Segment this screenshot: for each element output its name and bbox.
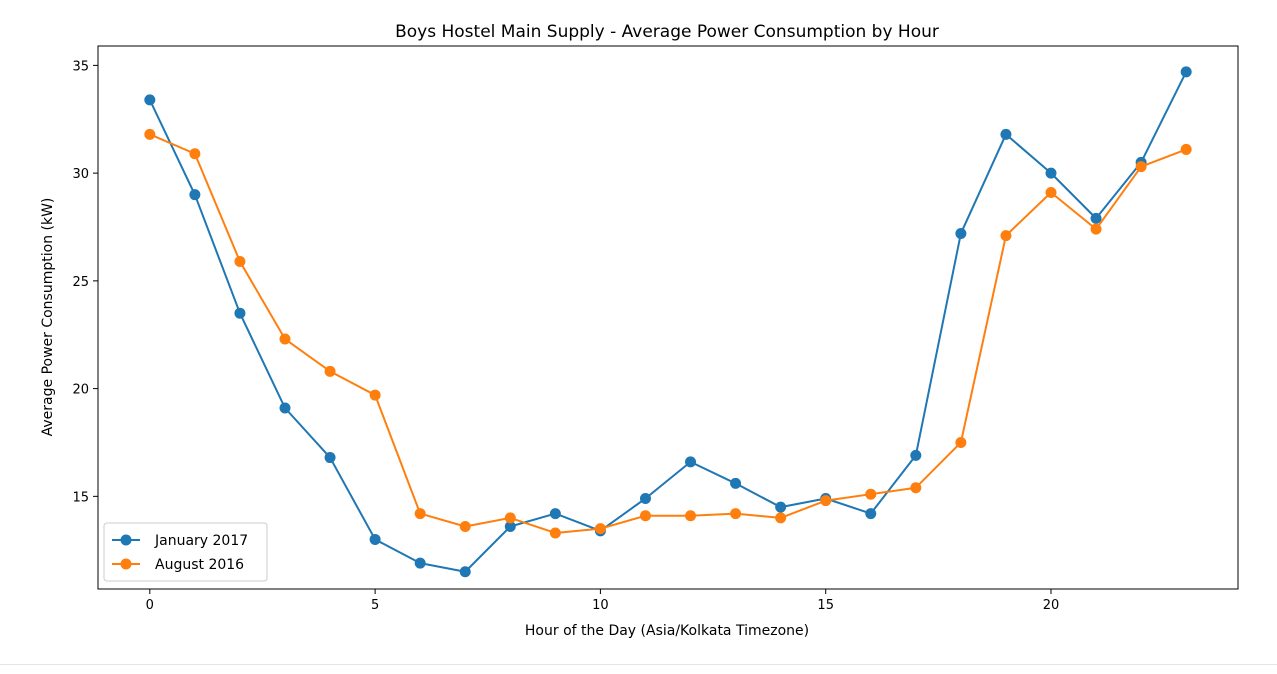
data-point-august-2016	[1135, 161, 1147, 173]
data-point-august-2016	[504, 512, 516, 524]
x-axis-ticks: 0 5 10 15 20	[146, 589, 1060, 613]
data-point-january-2017	[414, 557, 426, 569]
y-tick-label: 20	[72, 383, 89, 398]
legend: January 2017 August 2016	[103, 522, 268, 582]
data-point-january-2017	[504, 521, 516, 533]
y-tick-label: 35	[72, 59, 89, 74]
data-point-august-2016	[234, 255, 246, 267]
data-point-august-2016	[730, 508, 742, 520]
data-point-january-2017	[369, 533, 381, 545]
x-tick-label: 5	[371, 598, 379, 613]
plot-frame	[97, 45, 1239, 590]
data-point-august-2016	[820, 495, 832, 507]
data-point-august-2016	[685, 510, 697, 522]
y-axis-ticks: 15 20 25 30 35	[72, 59, 98, 505]
data-point-january-2017	[189, 189, 201, 201]
data-point-january-2017	[639, 493, 651, 504]
data-point-january-2017	[279, 402, 291, 414]
data-point-january-2017	[1045, 167, 1057, 179]
data-point-august-2016	[1180, 143, 1192, 155]
y-tick-label: 25	[72, 275, 89, 290]
y-axis-label: Average Power Consumption (kW)	[40, 198, 56, 437]
legend-label-august-2016: August 2016	[155, 557, 244, 573]
data-point-august-2016	[279, 333, 291, 345]
legend-box	[103, 522, 268, 582]
data-point-january-2017	[1000, 128, 1012, 140]
data-point-january-2017	[459, 566, 471, 578]
series-line-january-2017	[148, 71, 1188, 573]
data-point-january-2017	[324, 452, 336, 464]
series-line-august-2016	[149, 133, 1187, 534]
data-point-january-2017	[775, 501, 787, 513]
data-point-august-2016	[865, 488, 877, 500]
data-point-january-2017	[955, 227, 967, 239]
data-point-january-2017	[730, 477, 742, 489]
data-point-january-2017	[1090, 212, 1102, 224]
data-point-january-2017	[549, 508, 561, 520]
data-point-august-2016	[775, 512, 787, 524]
data-point-january-2017	[865, 508, 877, 520]
data-point-january-2017	[144, 94, 156, 106]
data-point-august-2016	[459, 521, 471, 533]
data-point-august-2016	[324, 365, 336, 377]
data-point-august-2016	[144, 128, 156, 140]
x-tick-label: 20	[1043, 598, 1060, 613]
x-tick-label: 0	[146, 598, 154, 613]
y-tick-label: 30	[72, 167, 89, 182]
data-point-august-2016	[369, 389, 381, 401]
data-point-august-2016	[549, 527, 561, 539]
data-point-january-2017	[234, 307, 246, 319]
legend-marker-august-2016	[120, 558, 132, 570]
data-point-august-2016	[639, 510, 651, 522]
x-tick-label: 10	[592, 598, 609, 613]
series-layer	[144, 66, 1192, 578]
legend-marker-january-2017	[120, 534, 132, 546]
y-tick-label: 15	[72, 490, 89, 505]
data-point-august-2016	[414, 508, 426, 520]
data-point-august-2016	[1000, 230, 1012, 242]
data-point-august-2016	[955, 436, 967, 448]
legend-label-january-2017: January 2017	[154, 533, 248, 549]
chart-title: Boys Hostel Main Supply - Average Power …	[395, 22, 939, 42]
data-point-august-2016	[1045, 187, 1057, 199]
data-point-january-2017	[910, 449, 922, 461]
output-divider	[0, 664, 1277, 665]
data-point-august-2016	[594, 523, 606, 535]
data-point-january-2017	[685, 456, 697, 468]
data-point-august-2016	[910, 482, 922, 494]
data-point-january-2017	[1180, 66, 1192, 78]
x-tick-label: 15	[817, 598, 834, 613]
data-point-august-2016	[1090, 223, 1102, 235]
data-point-august-2016	[189, 148, 201, 160]
x-axis-label: Hour of the Day (Asia/Kolkata Timezone)	[525, 623, 809, 639]
